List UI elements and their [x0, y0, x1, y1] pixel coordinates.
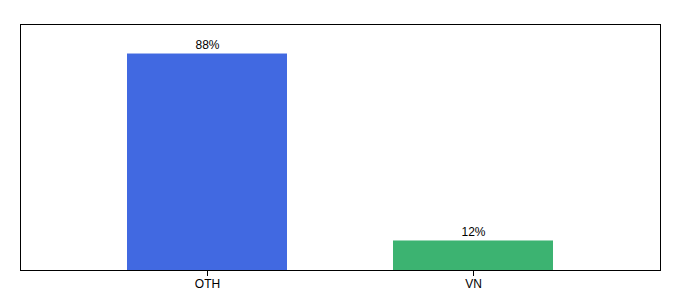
- svg-text:VN: VN: [465, 277, 482, 291]
- svg-text:12%: 12%: [461, 225, 485, 239]
- svg-text:OTH: OTH: [195, 277, 220, 291]
- svg-text:88%: 88%: [195, 38, 219, 52]
